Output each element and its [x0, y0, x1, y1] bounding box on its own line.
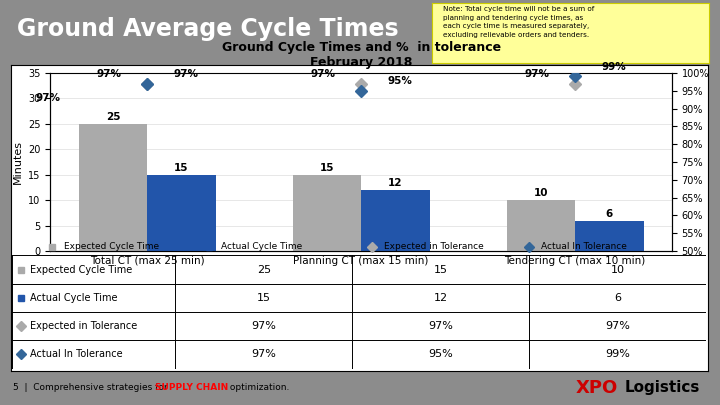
Text: 97%: 97%: [36, 94, 61, 103]
Text: 97%: 97%: [251, 350, 276, 359]
Text: 99%: 99%: [606, 350, 630, 359]
Bar: [575, 221, 644, 251]
Text: 99%: 99%: [601, 62, 626, 72]
Text: 15: 15: [257, 293, 271, 303]
Text: Actual In Tolerance: Actual In Tolerance: [30, 350, 122, 359]
Text: XPO: XPO: [576, 379, 618, 397]
Bar: [78, 124, 147, 251]
Text: Expected in Tolerance: Expected in Tolerance: [30, 321, 137, 331]
Text: SUPPLY CHAIN: SUPPLY CHAIN: [155, 383, 228, 392]
Text: 97%: 97%: [96, 69, 121, 79]
Text: 97%: 97%: [173, 69, 198, 79]
Text: Actual In Tolerance: Actual In Tolerance: [541, 243, 627, 252]
Text: 12: 12: [388, 178, 402, 188]
Text: 97%: 97%: [251, 321, 276, 331]
Y-axis label: % in tolerance: % in tolerance: [717, 122, 720, 202]
Text: 10: 10: [611, 264, 625, 275]
Text: 97%: 97%: [524, 69, 549, 79]
Text: 97%: 97%: [310, 69, 335, 79]
Bar: [361, 190, 430, 251]
Y-axis label: Minutes: Minutes: [13, 140, 22, 184]
Text: Expected Cycle Time: Expected Cycle Time: [30, 264, 132, 275]
Title: Ground Cycle Times and %  in tolerance
February 2018: Ground Cycle Times and % in tolerance Fe…: [222, 41, 500, 69]
Text: 25: 25: [106, 112, 120, 122]
Text: 6: 6: [606, 209, 613, 219]
Text: optimization.: optimization.: [227, 383, 289, 392]
Text: 25: 25: [257, 264, 271, 275]
Text: 6: 6: [614, 293, 621, 303]
Text: 97%: 97%: [606, 321, 630, 331]
Text: 5  |  Comprehensive strategies for: 5 | Comprehensive strategies for: [13, 383, 171, 392]
Text: 12: 12: [433, 293, 448, 303]
Text: Expected Cycle Time: Expected Cycle Time: [64, 243, 159, 252]
Text: Actual Cycle Time: Actual Cycle Time: [221, 243, 302, 252]
Bar: [147, 175, 215, 251]
Text: 95%: 95%: [428, 350, 453, 359]
Text: 10: 10: [534, 188, 548, 198]
Text: Actual Cycle Time: Actual Cycle Time: [30, 293, 117, 303]
Text: Ground Average Cycle Times: Ground Average Cycle Times: [17, 17, 398, 41]
Text: Expected in Tolerance: Expected in Tolerance: [384, 243, 484, 252]
Text: 15: 15: [174, 163, 189, 173]
Text: 15: 15: [434, 264, 448, 275]
Bar: [292, 175, 361, 251]
Bar: [507, 200, 575, 251]
Text: Logistics: Logistics: [624, 380, 700, 395]
Text: 97%: 97%: [428, 321, 454, 331]
Text: 15: 15: [320, 163, 334, 173]
Text: 95%: 95%: [387, 77, 412, 86]
Text: Note: Total cycle time will not be a sum of
planning and tendering cycle times, : Note: Total cycle time will not be a sum…: [443, 6, 594, 38]
